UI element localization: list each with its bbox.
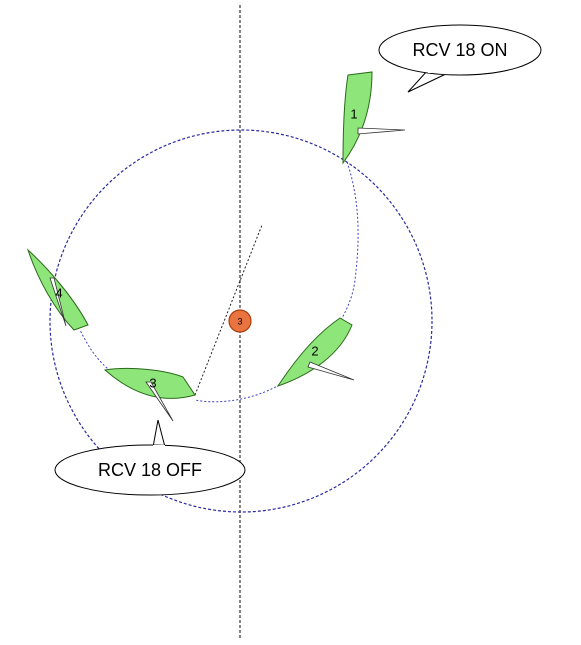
boat-3: 3 (103, 367, 196, 422)
callout-text: RCV 18 OFF (98, 460, 202, 480)
layline (194, 224, 263, 396)
callout-off: RCV 18 OFF (54, 419, 246, 496)
zone-circle (49, 129, 433, 513)
boat-label: 3 (149, 375, 156, 390)
mark-label: 3 (237, 316, 242, 326)
callout-on: RCV 18 ON (378, 24, 542, 93)
boat-label: 1 (350, 106, 357, 121)
track (79, 161, 359, 403)
boat-1: 1 (342, 71, 406, 165)
boat-label: 4 (55, 285, 62, 300)
boat-label: 2 (311, 343, 318, 358)
callout-text: RCV 18 ON (412, 40, 507, 60)
boat-2: 2 (276, 317, 355, 387)
boat-4: 4 (26, 248, 89, 331)
mark: 3 (228, 309, 252, 333)
